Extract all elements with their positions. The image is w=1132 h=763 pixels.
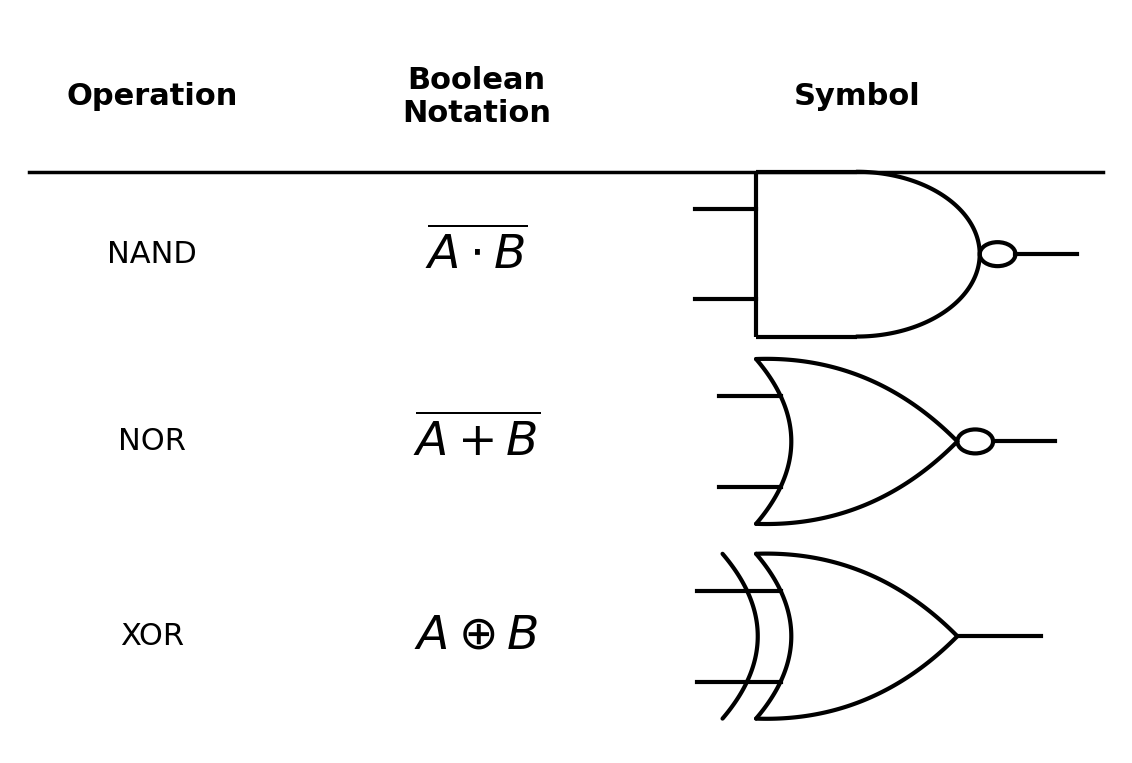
Text: NAND: NAND (108, 240, 197, 269)
Text: NOR: NOR (119, 427, 187, 456)
Text: Operation: Operation (67, 82, 238, 111)
Text: Boolean
Notation: Boolean Notation (402, 66, 551, 128)
Text: XOR: XOR (120, 622, 185, 651)
Text: $\overline{A + B}$: $\overline{A + B}$ (413, 417, 540, 466)
Text: $A \oplus B$: $A \oplus B$ (414, 613, 539, 658)
Text: Symbol: Symbol (794, 82, 920, 111)
Text: $\overline{A \cdot B}$: $\overline{A \cdot B}$ (426, 229, 528, 279)
